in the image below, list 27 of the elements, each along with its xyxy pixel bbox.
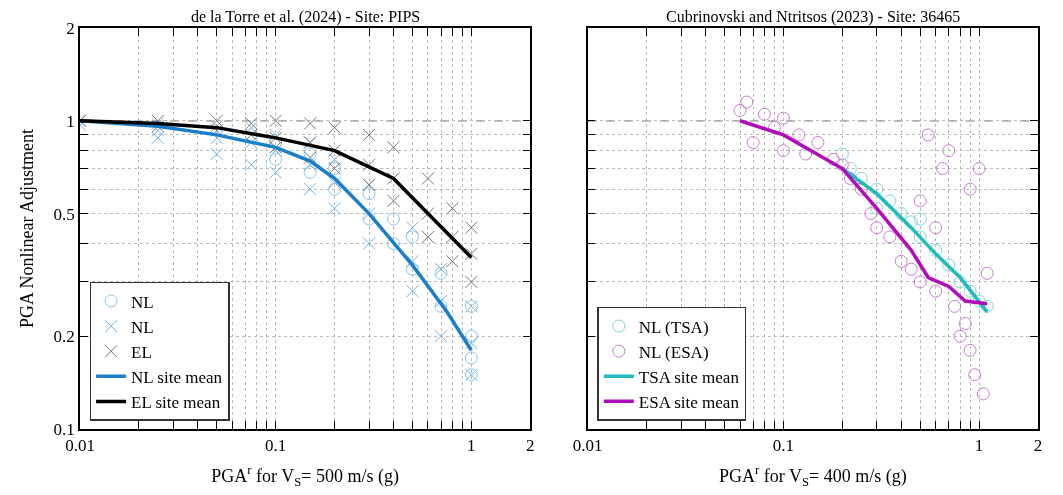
legend-label: EL site mean	[131, 393, 221, 413]
x-tick-label: 0.1	[772, 436, 795, 456]
y-tick-label: 0.5	[53, 204, 75, 224]
legend-label: ESA site mean	[638, 392, 740, 412]
y-tick-label: 1	[66, 111, 75, 131]
y-axis-title: PGA Nonlinear Adjustment	[17, 129, 38, 328]
x-tick-label: 1	[467, 436, 476, 456]
chart-title: de la Torre et al. (2024) - Site: PIPS	[191, 8, 421, 26]
legend-label: NL (ESA)	[638, 342, 709, 362]
legend-label: EL	[131, 342, 152, 362]
x-axis-title: PGA$^{r}$ for V$_{S}$= 400 m/s (g)	[719, 463, 907, 489]
chart-title: Cubrinovski and Ntritsos (2023) - Site: 36465	[666, 8, 961, 26]
legend-label: NL	[131, 317, 154, 337]
x-axis-title: PGA$^{r}$ for V$_{S}$= 500 m/s (g)	[211, 463, 399, 489]
y-tick-label: 2	[66, 18, 75, 38]
x-tick-label: 0.01	[65, 436, 95, 456]
x-tick-label: 0.01	[572, 436, 603, 456]
y-tick-label: 0.2	[53, 327, 75, 347]
y-tick-label: 0.1	[53, 419, 75, 439]
x-tick-label: 2	[526, 436, 535, 456]
legend-label: NL	[131, 292, 154, 312]
x-tick-label: 2	[1033, 436, 1043, 456]
x-tick-label: 0.1	[265, 436, 287, 456]
legend-label: NL (TSA)	[638, 317, 709, 337]
legend-label: TSA site mean	[638, 367, 740, 387]
x-tick-label: 1	[974, 436, 984, 456]
legend-label: NL site mean	[131, 367, 223, 387]
